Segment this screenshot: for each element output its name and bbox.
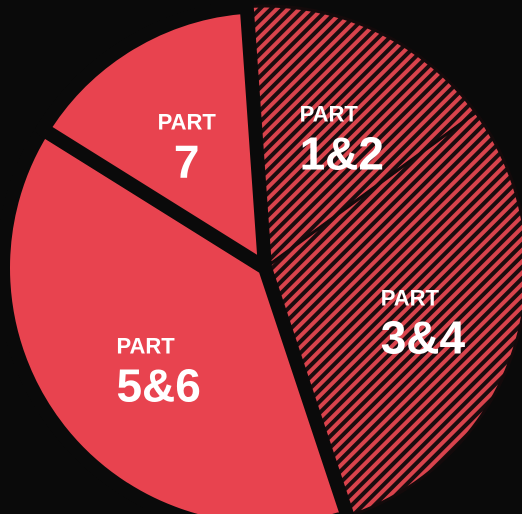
pie-slice: [35, 0, 272, 275]
pie-slice: [245, 4, 478, 270]
slice-label: PART 7: [157, 109, 216, 188]
slice-label: PART 5&6: [116, 333, 201, 412]
slice-label: PART 1&2: [299, 101, 384, 181]
slice-label: PART 3&4: [380, 285, 466, 364]
pie-slice: [0, 122, 355, 514]
pie-slice: [263, 111, 522, 514]
